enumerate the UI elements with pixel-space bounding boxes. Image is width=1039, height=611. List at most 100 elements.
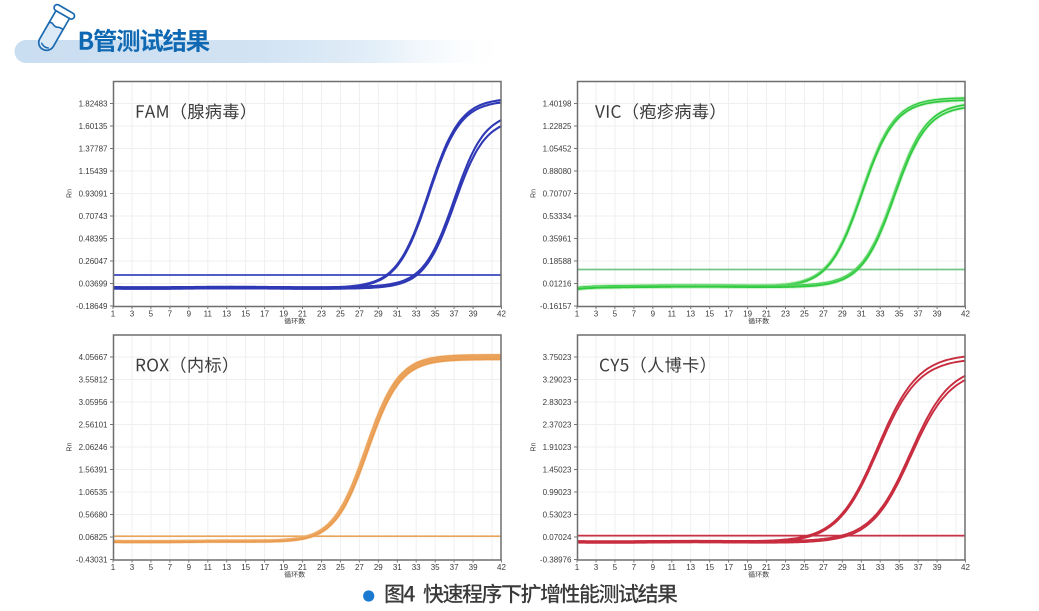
svg-text:1: 1 bbox=[575, 310, 580, 319]
svg-text:1.15439: 1.15439 bbox=[79, 167, 108, 176]
svg-text:3.05956: 3.05956 bbox=[79, 398, 108, 407]
svg-text:23: 23 bbox=[317, 310, 326, 319]
svg-text:3: 3 bbox=[594, 563, 599, 572]
svg-text:1.22825: 1.22825 bbox=[543, 122, 572, 131]
svg-text:37: 37 bbox=[914, 310, 923, 319]
svg-text:0.07024: 0.07024 bbox=[543, 533, 572, 542]
svg-text:33: 33 bbox=[876, 310, 885, 319]
svg-text:0.48395: 0.48395 bbox=[79, 234, 108, 243]
svg-text:9: 9 bbox=[187, 563, 192, 572]
svg-text:0.70707: 0.70707 bbox=[543, 189, 572, 198]
svg-text:35: 35 bbox=[895, 563, 904, 572]
svg-text:1.91023: 1.91023 bbox=[543, 443, 572, 452]
svg-text:37: 37 bbox=[914, 563, 923, 572]
svg-text:27: 27 bbox=[355, 563, 364, 572]
svg-text:1.40198: 1.40198 bbox=[543, 99, 572, 108]
svg-text:23: 23 bbox=[781, 310, 790, 319]
svg-text:13: 13 bbox=[686, 310, 695, 319]
svg-text:11: 11 bbox=[668, 310, 677, 319]
svg-text:-0.43031: -0.43031 bbox=[76, 555, 108, 564]
svg-text:42: 42 bbox=[497, 563, 506, 572]
svg-text:39: 39 bbox=[933, 563, 942, 572]
svg-text:7: 7 bbox=[168, 310, 173, 319]
svg-text:42: 42 bbox=[961, 563, 970, 572]
svg-text:1.06535: 1.06535 bbox=[79, 488, 108, 497]
svg-text:1: 1 bbox=[111, 310, 116, 319]
svg-text:Rn: Rn bbox=[67, 442, 74, 451]
svg-text:15: 15 bbox=[705, 310, 714, 319]
svg-text:-0.18649: -0.18649 bbox=[76, 302, 108, 311]
svg-text:0.06825: 0.06825 bbox=[79, 533, 108, 542]
svg-text:15: 15 bbox=[705, 563, 714, 572]
svg-text:-0.38976: -0.38976 bbox=[540, 555, 572, 564]
svg-text:31: 31 bbox=[857, 310, 866, 319]
svg-text:3: 3 bbox=[130, 563, 135, 572]
svg-text:19: 19 bbox=[743, 310, 752, 319]
svg-text:15: 15 bbox=[241, 310, 250, 319]
svg-text:2.56101: 2.56101 bbox=[79, 420, 108, 429]
svg-text:33: 33 bbox=[876, 563, 885, 572]
svg-text:21: 21 bbox=[298, 310, 307, 319]
svg-text:39: 39 bbox=[469, 310, 478, 319]
svg-text:17: 17 bbox=[260, 310, 269, 319]
svg-text:21: 21 bbox=[298, 563, 307, 572]
svg-text:1.82483: 1.82483 bbox=[79, 99, 108, 108]
svg-text:37: 37 bbox=[450, 310, 459, 319]
svg-text:19: 19 bbox=[279, 563, 288, 572]
svg-text:29: 29 bbox=[374, 563, 383, 572]
svg-text:1: 1 bbox=[111, 563, 116, 572]
svg-text:13: 13 bbox=[222, 310, 231, 319]
svg-text:0.26047: 0.26047 bbox=[79, 257, 108, 266]
svg-text:0.99023: 0.99023 bbox=[543, 488, 572, 497]
svg-text:11: 11 bbox=[668, 563, 677, 572]
svg-text:39: 39 bbox=[933, 310, 942, 319]
svg-text:23: 23 bbox=[317, 563, 326, 572]
svg-text:29: 29 bbox=[838, 310, 847, 319]
svg-text:4.05667: 4.05667 bbox=[79, 353, 108, 362]
svg-text:0.18588: 0.18588 bbox=[543, 257, 572, 266]
svg-text:0.03699: 0.03699 bbox=[79, 279, 108, 288]
svg-text:25: 25 bbox=[800, 310, 809, 319]
svg-text:0.01216: 0.01216 bbox=[543, 279, 572, 288]
svg-text:1.60135: 1.60135 bbox=[79, 122, 108, 131]
svg-text:21: 21 bbox=[762, 563, 771, 572]
svg-text:Rn: Rn bbox=[531, 189, 538, 198]
svg-text:25: 25 bbox=[336, 310, 345, 319]
svg-text:0.53334: 0.53334 bbox=[543, 212, 572, 221]
svg-text:39: 39 bbox=[469, 563, 478, 572]
svg-text:42: 42 bbox=[961, 310, 970, 319]
svg-text:5: 5 bbox=[613, 310, 618, 319]
svg-text:3.75023: 3.75023 bbox=[543, 353, 572, 362]
svg-text:19: 19 bbox=[743, 563, 752, 572]
svg-text:7: 7 bbox=[632, 563, 637, 572]
svg-text:11: 11 bbox=[204, 563, 213, 572]
svg-text:1.37787: 1.37787 bbox=[79, 144, 108, 153]
svg-text:Rn: Rn bbox=[531, 442, 538, 451]
svg-text:3.29023: 3.29023 bbox=[543, 375, 572, 384]
svg-text:29: 29 bbox=[374, 310, 383, 319]
svg-text:23: 23 bbox=[781, 563, 790, 572]
svg-text:19: 19 bbox=[279, 310, 288, 319]
svg-text:27: 27 bbox=[819, 563, 828, 572]
svg-text:Rn: Rn bbox=[67, 189, 74, 198]
svg-text:0.88080: 0.88080 bbox=[543, 167, 572, 176]
svg-text:25: 25 bbox=[336, 563, 345, 572]
svg-text:17: 17 bbox=[724, 310, 733, 319]
svg-text:-0.16157: -0.16157 bbox=[540, 302, 572, 311]
svg-text:15: 15 bbox=[241, 563, 250, 572]
svg-text:5: 5 bbox=[613, 563, 618, 572]
svg-text:13: 13 bbox=[686, 563, 695, 572]
svg-text:0.70743: 0.70743 bbox=[79, 212, 108, 221]
svg-text:31: 31 bbox=[393, 310, 402, 319]
svg-text:42: 42 bbox=[497, 310, 506, 319]
svg-text:2.06246: 2.06246 bbox=[79, 443, 108, 452]
svg-text:33: 33 bbox=[412, 310, 421, 319]
svg-text:0.53023: 0.53023 bbox=[543, 510, 572, 519]
svg-text:1.45023: 1.45023 bbox=[543, 465, 572, 474]
svg-text:1.56391: 1.56391 bbox=[79, 465, 108, 474]
svg-text:2.37023: 2.37023 bbox=[543, 420, 572, 429]
svg-text:11: 11 bbox=[204, 310, 213, 319]
svg-text:27: 27 bbox=[819, 310, 828, 319]
svg-text:29: 29 bbox=[838, 563, 847, 572]
svg-text:37: 37 bbox=[450, 563, 459, 572]
